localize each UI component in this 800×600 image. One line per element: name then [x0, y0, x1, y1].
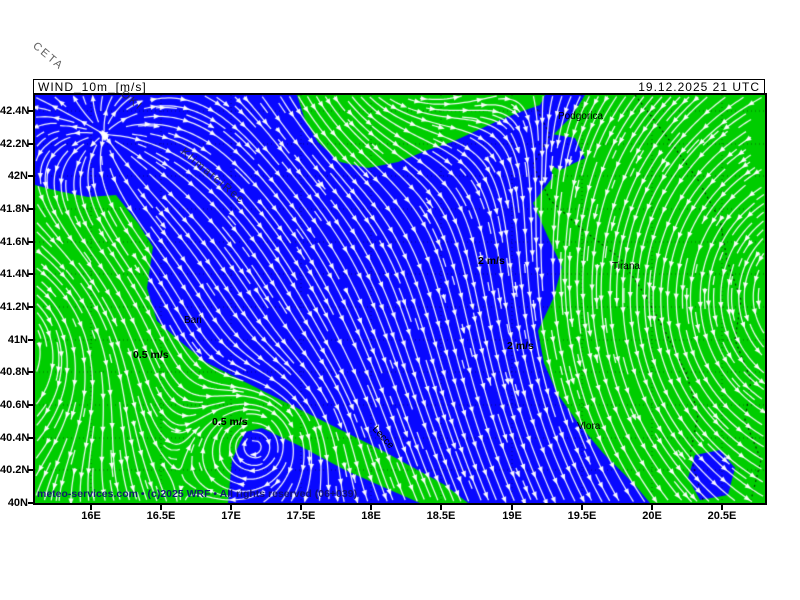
- lat-tick-label: 41N: [7, 334, 28, 346]
- lon-tick-label: 17.5E: [286, 510, 316, 522]
- lon-tick-label: 16E: [81, 510, 101, 522]
- lat-tick-label: 40.8N: [0, 366, 30, 378]
- lat-tick-label: 41.2N: [0, 301, 30, 313]
- lon-tick-mark: [581, 505, 583, 510]
- lat-tick-label: 41.8N: [0, 203, 30, 215]
- map-title: WIND_10m_[m/s]: [38, 80, 147, 94]
- lat-tick-label: 42.2N: [0, 138, 30, 150]
- lon-tick-label: 20.5E: [707, 510, 737, 522]
- lon-tick-mark: [300, 505, 302, 510]
- lon-tick-label: 18.5E: [426, 510, 456, 522]
- lon-tick-mark: [721, 505, 723, 510]
- lat-tick-label: 40.4N: [0, 432, 30, 444]
- lon-tick-mark: [160, 505, 162, 510]
- lon-tick-label: 16.5E: [146, 510, 176, 522]
- lat-tick-label: 40.6N: [0, 399, 30, 411]
- lon-tick-mark: [511, 505, 513, 510]
- map-datetime: 19.12.2025 21 UTC: [638, 80, 760, 94]
- lat-tick-label: 41.4N: [0, 268, 30, 280]
- lon-tick-mark: [440, 505, 442, 510]
- lat-tick-label: 41.6N: [0, 236, 30, 248]
- lon-tick-label: 20E: [642, 510, 662, 522]
- lon-tick-label: 17E: [221, 510, 241, 522]
- lon-tick-label: 19E: [502, 510, 522, 522]
- wind-streamline-map-canvas: [35, 95, 765, 503]
- lon-tick-mark: [90, 505, 92, 510]
- lat-tick-label: 42N: [7, 170, 28, 182]
- lon-tick-mark: [651, 505, 653, 510]
- lon-tick-mark: [230, 505, 232, 510]
- map-frame: [33, 93, 767, 505]
- lon-tick-label: 18E: [361, 510, 381, 522]
- lat-tick-label: 40N: [7, 497, 28, 509]
- lon-tick-label: 19.5E: [567, 510, 597, 522]
- lat-tick-label: 42.4N: [0, 105, 30, 117]
- lon-tick-mark: [370, 505, 372, 510]
- watermark-fragment: CETA: [30, 40, 66, 73]
- lat-tick-label: 40.2N: [0, 464, 30, 476]
